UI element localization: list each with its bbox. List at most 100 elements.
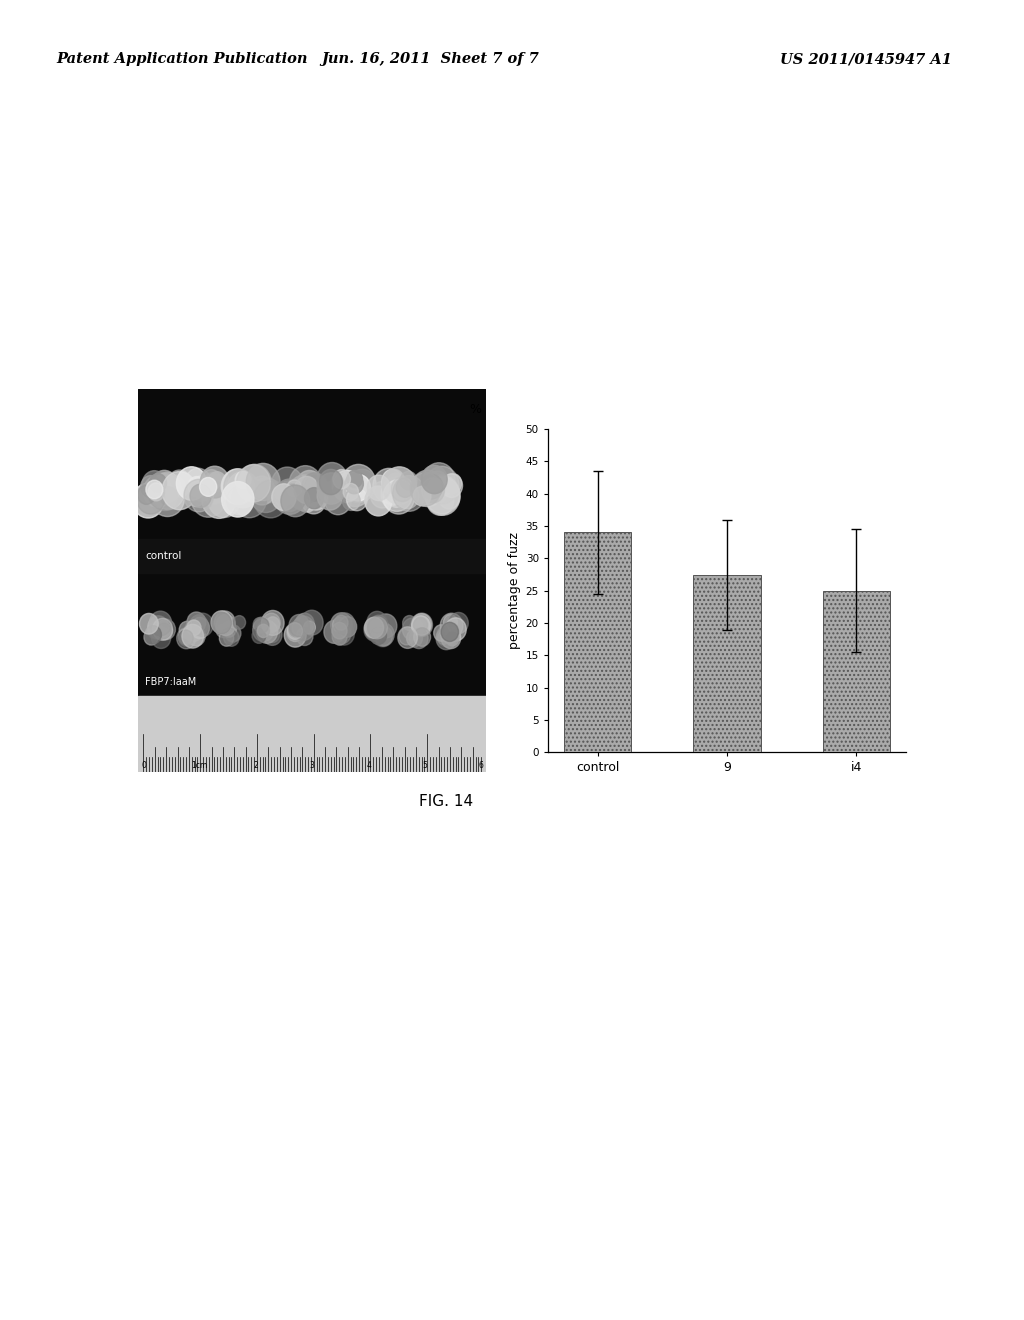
Circle shape: [202, 470, 221, 491]
Circle shape: [184, 620, 203, 642]
Circle shape: [266, 616, 280, 632]
Circle shape: [256, 620, 278, 643]
Circle shape: [176, 467, 207, 500]
Circle shape: [339, 619, 355, 636]
Circle shape: [333, 470, 350, 488]
Circle shape: [386, 478, 408, 502]
Circle shape: [253, 618, 274, 642]
Circle shape: [237, 465, 270, 502]
Circle shape: [427, 486, 454, 515]
Circle shape: [143, 475, 172, 507]
Circle shape: [281, 484, 309, 516]
Circle shape: [261, 610, 284, 635]
Circle shape: [370, 615, 388, 635]
Circle shape: [444, 474, 462, 492]
Circle shape: [271, 467, 303, 502]
Circle shape: [402, 615, 416, 631]
Circle shape: [225, 624, 241, 642]
Circle shape: [375, 614, 397, 638]
Circle shape: [216, 615, 236, 635]
Circle shape: [317, 482, 343, 510]
Circle shape: [347, 470, 362, 487]
Circle shape: [434, 624, 449, 642]
Circle shape: [300, 610, 324, 635]
Circle shape: [296, 470, 323, 499]
Circle shape: [346, 474, 371, 502]
Circle shape: [365, 486, 392, 516]
Circle shape: [414, 486, 431, 506]
Circle shape: [397, 627, 418, 648]
Bar: [138, 696, 486, 772]
Circle shape: [395, 483, 419, 508]
Circle shape: [273, 479, 306, 515]
Circle shape: [335, 612, 354, 635]
Bar: [822, 590, 890, 752]
Circle shape: [367, 611, 387, 634]
Circle shape: [289, 622, 303, 636]
Circle shape: [250, 478, 282, 512]
Circle shape: [296, 618, 308, 632]
Circle shape: [302, 487, 326, 513]
Circle shape: [201, 466, 229, 498]
Circle shape: [332, 623, 351, 644]
Text: 2: 2: [254, 762, 258, 771]
Circle shape: [368, 475, 390, 500]
Circle shape: [148, 483, 165, 500]
Circle shape: [153, 618, 173, 640]
Circle shape: [391, 477, 414, 502]
Circle shape: [275, 480, 303, 512]
Text: Jun. 16, 2011  Sheet 7 of 7: Jun. 16, 2011 Sheet 7 of 7: [322, 51, 539, 66]
Circle shape: [140, 475, 161, 498]
Circle shape: [230, 471, 249, 491]
Circle shape: [410, 622, 423, 636]
Circle shape: [246, 463, 280, 500]
Circle shape: [229, 474, 247, 494]
Circle shape: [425, 475, 460, 513]
Circle shape: [372, 623, 394, 647]
Circle shape: [145, 480, 163, 499]
Circle shape: [373, 469, 404, 503]
Circle shape: [187, 477, 205, 496]
Circle shape: [288, 475, 321, 511]
Circle shape: [226, 486, 253, 515]
Circle shape: [208, 482, 241, 517]
Circle shape: [381, 477, 413, 511]
Circle shape: [262, 612, 281, 632]
Circle shape: [160, 487, 177, 506]
Circle shape: [188, 488, 204, 507]
Circle shape: [343, 483, 358, 500]
Text: US 2011/0145947 A1: US 2011/0145947 A1: [780, 51, 952, 66]
Circle shape: [319, 470, 342, 495]
Circle shape: [147, 616, 169, 639]
Circle shape: [184, 479, 214, 512]
Circle shape: [412, 470, 444, 507]
Bar: [138, 539, 486, 573]
Circle shape: [386, 473, 406, 495]
Text: 6: 6: [479, 762, 483, 771]
Circle shape: [414, 628, 430, 647]
Circle shape: [316, 462, 347, 496]
Circle shape: [331, 612, 352, 636]
Circle shape: [317, 473, 346, 504]
Circle shape: [145, 626, 162, 644]
Circle shape: [382, 480, 404, 506]
Circle shape: [429, 471, 447, 491]
Circle shape: [332, 623, 346, 639]
Circle shape: [431, 475, 453, 498]
Circle shape: [324, 620, 345, 643]
Circle shape: [187, 626, 205, 645]
Circle shape: [296, 488, 317, 512]
Text: 4: 4: [367, 762, 371, 771]
Circle shape: [200, 478, 217, 496]
Circle shape: [364, 618, 386, 642]
Circle shape: [190, 477, 213, 502]
Circle shape: [260, 480, 280, 503]
Circle shape: [333, 618, 346, 632]
Circle shape: [208, 471, 226, 491]
Circle shape: [382, 467, 417, 504]
Circle shape: [233, 615, 246, 630]
Circle shape: [139, 614, 159, 634]
Circle shape: [335, 615, 348, 630]
Circle shape: [342, 491, 360, 511]
Circle shape: [371, 627, 386, 644]
